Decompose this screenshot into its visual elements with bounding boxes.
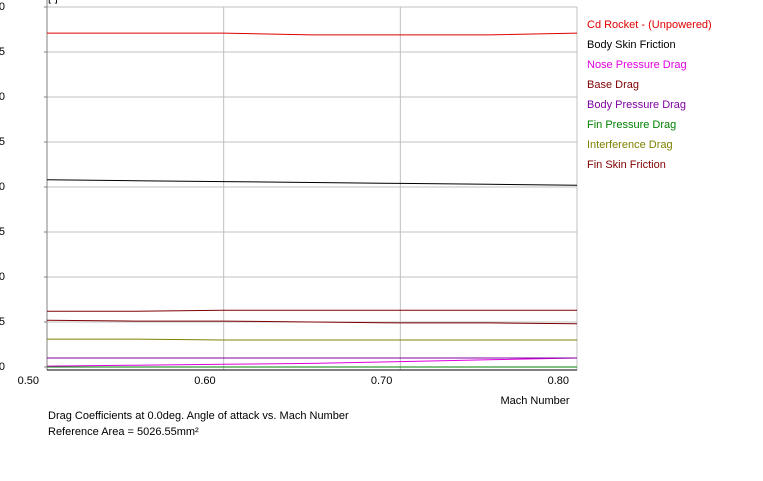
y-tick-label: 0	[0, 271, 5, 283]
y-tick-label: 0	[0, 1, 5, 13]
x-axis-label: Mach Number	[500, 395, 569, 407]
y-tick-label: 0	[0, 91, 5, 103]
series-line	[46, 357, 578, 367]
legend-entry: Cd Rocket - (Unpowered)	[587, 19, 712, 31]
legend-entry: Nose Pressure Drag	[587, 59, 687, 71]
y-tick-label: 0	[0, 361, 5, 373]
legend-entry: Body Skin Friction	[587, 39, 676, 51]
x-tick-label: 0.70	[371, 375, 392, 387]
y-tick-label: 0	[0, 181, 5, 193]
legend-entry: Base Drag	[587, 79, 639, 91]
y-tick-label: 5	[0, 46, 5, 58]
series-line	[47, 338, 577, 341]
legend-entry: Body Pressure Drag	[587, 99, 686, 111]
series-line	[46, 179, 578, 186]
legend-entry: Interference Drag	[587, 139, 673, 151]
series-line	[46, 319, 578, 325]
y-axis-label: [-]	[48, 0, 58, 4]
y-tick-label: 5	[0, 226, 5, 238]
x-tick-label: 0.80	[548, 375, 569, 387]
x-tick-label: 0.60	[194, 375, 215, 387]
y-tick-label: 5	[0, 316, 5, 328]
x-tick-label: 0.50	[18, 375, 39, 387]
legend-entry: Fin Skin Friction	[587, 159, 666, 171]
series-line	[47, 309, 577, 312]
series-line	[47, 32, 578, 36]
legend-entry: Fin Pressure Drag	[587, 119, 676, 131]
chart-subtitle: Reference Area = 5026.55mm²	[48, 426, 199, 438]
chart-title: Drag Coefficients at 0.0deg. Angle of at…	[48, 410, 349, 422]
y-tick-label: 5	[0, 136, 5, 148]
